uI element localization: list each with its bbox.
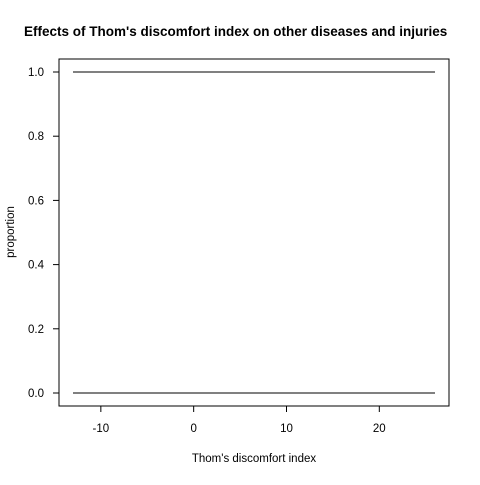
x-tick-label: 0 — [190, 423, 196, 435]
y-tick-label: 0.0 — [28, 388, 44, 400]
y-axis-label: proportion — [5, 206, 17, 258]
x-axis-label: Thom's discomfort index — [192, 453, 317, 465]
x-tick-label: -10 — [93, 423, 110, 435]
series-layer — [73, 71, 435, 394]
y-tick-label: 0.8 — [28, 131, 44, 143]
x-axis: -10 0 10 20 — [93, 406, 386, 435]
y-tick-label: 1.0 — [28, 67, 44, 79]
y-tick-label: 0.4 — [28, 260, 45, 272]
y-tick-label: 0.2 — [28, 324, 44, 336]
y-tick-label: 0.6 — [28, 195, 44, 207]
y-axis: 0.0 0.2 0.4 0.6 0.8 1.0 — [28, 67, 59, 400]
x-tick-label: 10 — [280, 423, 293, 435]
chart-title: Effects of Thom's discomfort index on ot… — [24, 24, 447, 39]
plot-frame — [58, 58, 450, 407]
x-tick-label: 20 — [373, 423, 386, 435]
